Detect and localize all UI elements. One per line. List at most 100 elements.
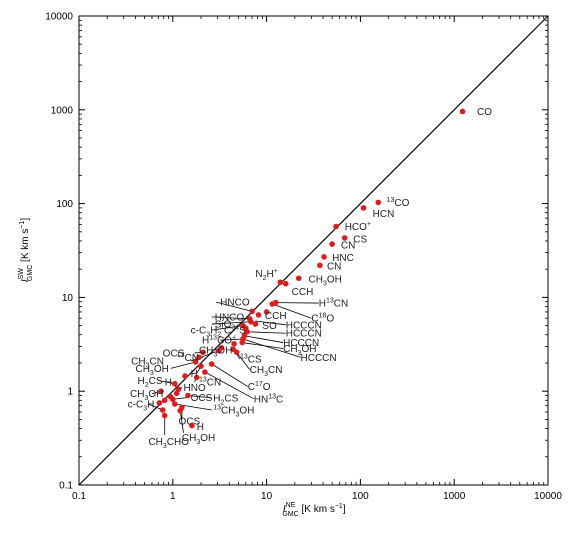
point-label-h: H	[191, 369, 198, 380]
data-point-ch3oh	[295, 275, 302, 282]
point-label-hnco: HNCO	[220, 298, 250, 309]
point-label-cs: CS	[353, 234, 367, 245]
point-label-h: H	[165, 378, 172, 389]
point-label-hnco: HNCO	[215, 312, 245, 323]
y-axis-title: ISW GMC [K km s−1]	[18, 218, 34, 283]
point-label-ocs: OCS	[191, 393, 213, 404]
point-label-h2cs: H2CS	[213, 393, 238, 406]
point-label-c17o: C17O	[248, 381, 271, 393]
point-label-c18o: C18O	[311, 313, 334, 325]
point-label-ch3oh: CH3OH	[182, 433, 215, 446]
leader-line	[216, 301, 253, 312]
data-point-ch3oh	[198, 363, 204, 369]
data-point-hno	[173, 390, 180, 397]
y-tick-label: 0.1	[59, 481, 73, 492]
data-point-hnco	[249, 308, 255, 315]
data-point-h	[182, 373, 188, 379]
x-tick-label: 10	[261, 491, 273, 502]
point-label-13co: 13CO	[387, 197, 410, 209]
data-point-13ch3oh	[171, 401, 178, 407]
data-point-h	[189, 422, 195, 429]
y-tick-label: 10000	[45, 12, 73, 23]
data-point-co	[459, 108, 466, 115]
data-point-13cn	[200, 349, 206, 356]
point-label-cch: CCH	[292, 287, 314, 298]
data-point-ch3cho	[161, 412, 168, 419]
data-point-hnco	[272, 299, 279, 306]
data-point-ocs	[196, 354, 202, 361]
data-point-ch3cn	[216, 347, 222, 354]
point-label-h13co-: H13CO+	[202, 335, 236, 347]
data-point-13co	[375, 199, 382, 206]
x-tick-label: 100	[352, 491, 369, 502]
leader-line	[247, 331, 286, 334]
data-point-ocs	[170, 396, 176, 403]
point-label-ch3cn: CH3CN	[250, 365, 283, 378]
point-label-co: CO	[477, 107, 492, 118]
leader-line	[211, 363, 248, 387]
reference-line	[78, 15, 549, 486]
data-point-ch3cn	[192, 359, 199, 365]
data-point-c17o	[208, 361, 215, 367]
point-label-hno: HNO	[183, 383, 205, 394]
leader-line	[213, 325, 244, 331]
leader-line	[211, 321, 251, 325]
point-label-so: SO	[262, 321, 277, 332]
data-point-cs	[341, 235, 348, 241]
x-tick-label: 1000	[443, 491, 466, 502]
point-label-hcn: HCN	[373, 209, 395, 220]
point-label-n2h-: N2H+	[255, 268, 277, 282]
leader-line	[187, 395, 212, 399]
point-label-ch3oh: CH3OH	[130, 389, 163, 402]
point-label-ch3oh: CH3OH	[309, 274, 342, 287]
data-point-cn	[329, 241, 335, 247]
data-point-cch	[255, 312, 262, 318]
leader-line	[236, 352, 250, 370]
leader-line	[220, 338, 244, 341]
data-point-hnc	[321, 254, 327, 260]
point-label-ch3oh: CH3OH	[283, 344, 316, 357]
point-label-ch3cho: CH3CHO	[148, 437, 189, 450]
data-point-hcccn	[248, 318, 254, 325]
leader-line	[211, 316, 250, 320]
data-point-hn13c	[202, 369, 208, 375]
point-label-hco-: HCO+	[345, 221, 371, 233]
x-tick-label: 1	[170, 491, 176, 502]
one-to-one-line	[78, 15, 549, 486]
leader-line	[272, 303, 312, 319]
data-point-c18o	[263, 309, 270, 315]
point-label-13cs: 13CS	[240, 354, 262, 366]
point-label-h2cs: H2CS	[137, 376, 162, 389]
y-tick-label: 10	[62, 293, 74, 304]
point-label-ocs: OCS	[163, 349, 185, 360]
axis-ticks: 0.1 1 10 100 1000 10000 0.1 1 10 100 1000 10000	[45, 12, 562, 503]
data-point-hcccn	[231, 341, 237, 347]
data-point-ch3oh	[177, 407, 184, 414]
data-points	[156, 108, 466, 429]
point-label-h: H	[197, 422, 204, 433]
y-tick-label: 100	[56, 199, 73, 210]
point-label-ocs: OCS	[178, 417, 200, 428]
data-point-13cn	[193, 374, 200, 381]
leader-line	[242, 338, 301, 358]
point-label-h13cn: H13CN	[319, 298, 348, 310]
data-point-ch3cn	[233, 349, 240, 356]
data-point-hcccn	[244, 328, 250, 335]
point-label-ch3oh: CH3OH	[199, 345, 232, 358]
data-point-c-c3h	[159, 407, 166, 413]
point-label-hcccn: HCCCN	[286, 320, 322, 331]
point-label-ch3cn: CH3CN	[131, 356, 164, 369]
data-point-n2h-	[277, 279, 284, 286]
y-tick-label: 1000	[51, 105, 74, 116]
data-point-ch3oh	[156, 400, 163, 406]
point-labels: CO13COHCNHCO+CSCNHNCCNN2H+CH3OHCCHH13CNC…	[128, 107, 493, 450]
point-label-hnc: HNC	[332, 253, 354, 264]
x-axis-title: INE GMC [K km s−1]	[282, 502, 345, 518]
x-tick-label: 10000	[534, 491, 562, 502]
data-point-cn	[317, 262, 323, 269]
leader-line	[179, 410, 184, 433]
data-point-h	[161, 397, 168, 404]
point-label-c-c3h2-c34s: c-C3H2 C34S	[191, 324, 246, 338]
x-tick-label: 0.1	[72, 491, 86, 502]
